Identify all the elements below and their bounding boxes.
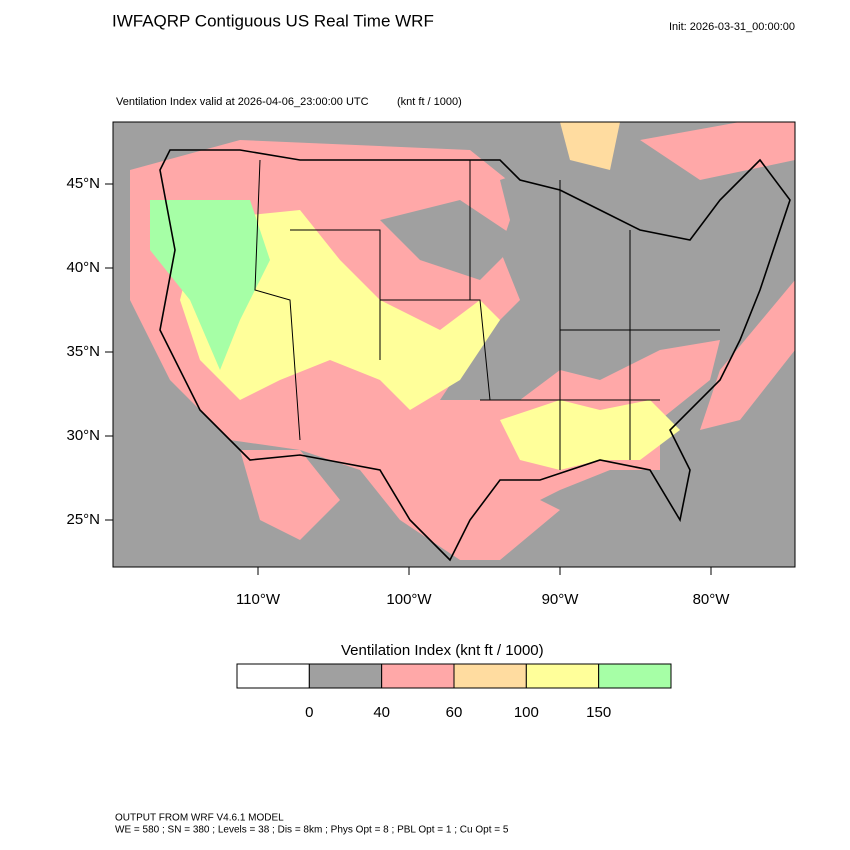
colorbar-box bbox=[308, 663, 383, 689]
lon-label: 80°W bbox=[693, 591, 731, 608]
colorbar-box bbox=[598, 663, 672, 689]
lat-label: 35°N bbox=[66, 343, 100, 360]
colorbar-box bbox=[453, 663, 527, 689]
colorbar-title: Ventilation Index (knt ft / 1000) bbox=[341, 642, 544, 659]
title: IWFAQRP Contiguous US Real Time WRF bbox=[112, 11, 434, 30]
lat-label: 45°N bbox=[66, 175, 100, 192]
colorbar-box bbox=[236, 663, 310, 689]
lon-label: 90°W bbox=[542, 591, 580, 608]
colorbar-label: 40 bbox=[373, 704, 390, 721]
colorbar-label: 60 bbox=[446, 704, 463, 721]
colorbar-box bbox=[525, 663, 600, 689]
map-frame bbox=[112, 121, 796, 568]
subtitle: Ventilation Index valid at 2026-04-06_23… bbox=[116, 96, 369, 108]
lat-label: 30°N bbox=[66, 427, 100, 444]
colorbar-label: 100 bbox=[514, 704, 539, 721]
footer-line: WE = 580 ; SN = 380 ; Levels = 38 ; Dis … bbox=[115, 825, 509, 836]
lon-label: 110°W bbox=[236, 591, 281, 608]
colorbar-label: 0 bbox=[305, 704, 313, 721]
lon-label: 100°W bbox=[386, 591, 432, 608]
colorbar-box bbox=[381, 663, 455, 689]
colorbar: 0 40 60 100 150 bbox=[236, 663, 672, 721]
units: (knt ft / 1000) bbox=[397, 96, 462, 108]
init-time: Init: 2026-03-31_00:00:00 bbox=[669, 21, 795, 33]
footer-line: OUTPUT FROM WRF V4.6.1 MODEL bbox=[115, 813, 284, 824]
lat-label: 40°N bbox=[66, 259, 100, 276]
map-field bbox=[113, 122, 795, 567]
lat-label: 25°N bbox=[66, 511, 100, 528]
colorbar-label: 150 bbox=[586, 704, 611, 721]
